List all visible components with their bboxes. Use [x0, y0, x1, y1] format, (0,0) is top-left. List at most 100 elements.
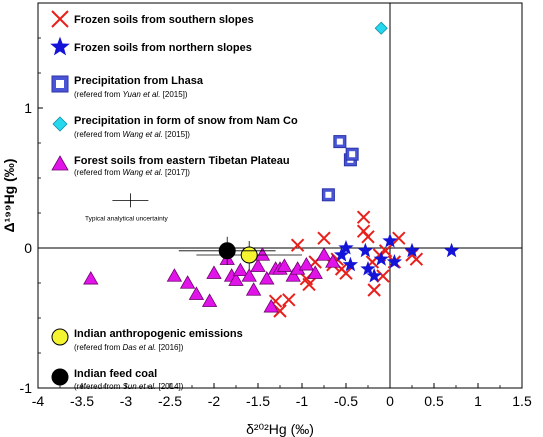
cross-stroke — [339, 266, 353, 280]
data-point — [254, 247, 271, 261]
legend-source: (refered from Wang et al. [2017]) — [74, 168, 190, 177]
data-point — [259, 270, 275, 285]
data-point — [374, 21, 388, 35]
data-point — [276, 258, 293, 272]
legend-label: Precipitation from Lhasa — [74, 75, 204, 87]
data-point — [201, 293, 218, 307]
data-point — [290, 238, 305, 252]
x-tick-label: 1.5 — [512, 393, 532, 409]
x-tick-label: -3.5 — [70, 393, 94, 409]
x-tick-label: 0 — [386, 393, 394, 409]
cross-stroke — [361, 230, 375, 244]
data-point — [228, 272, 244, 286]
data-point — [376, 269, 390, 283]
data-point — [307, 265, 323, 279]
series-4 — [83, 247, 341, 313]
data-point — [367, 283, 381, 297]
legend-entry-6: Indian feed coal (refered from Sun et al.… — [51, 368, 184, 391]
legend-entry-3: Precipitation in form of snow from Nam C… — [52, 115, 298, 139]
data-point — [179, 275, 196, 289]
cross-stroke — [409, 252, 424, 266]
data-point — [333, 135, 347, 149]
legend-entry-2: Precipitation from Lhasa (refered from Yu… — [51, 75, 204, 99]
square-inner — [56, 80, 64, 88]
cross-stroke — [392, 231, 406, 245]
data-point — [245, 282, 262, 296]
data-point — [366, 267, 382, 283]
legend-entry-1: Frozen soils from northern slopes — [50, 36, 252, 56]
legend: Frozen soils from southern slopes Frozen … — [50, 10, 298, 391]
legend-marker — [51, 155, 69, 171]
data-point — [285, 268, 301, 282]
data-point — [241, 268, 257, 282]
data-point — [302, 277, 316, 292]
y-tick-label: 0 — [24, 240, 32, 256]
cross-stroke — [302, 277, 316, 292]
data-point — [240, 246, 258, 264]
uncertainty-glyph: Typical analytical uncertainty — [85, 193, 169, 222]
data-point — [373, 251, 389, 266]
legend-label: Frozen soils from southern slopes — [74, 14, 254, 26]
legend-marker — [51, 10, 69, 28]
series-0 — [268, 210, 424, 318]
data-point — [188, 286, 205, 300]
square-inner — [325, 191, 332, 198]
x-tick-label: -3 — [120, 393, 133, 409]
legend-marker — [51, 75, 69, 93]
data-point — [356, 210, 371, 224]
data-point — [250, 258, 266, 272]
series-1 — [333, 232, 460, 283]
cross-stroke — [367, 283, 381, 297]
series-2 — [321, 135, 359, 202]
legend-source: (refered from Yuan et al. [2015]) — [74, 90, 188, 99]
y-axis-label: Δ¹⁹⁹Hg (‰) — [1, 159, 17, 233]
x-axis-label: δ²⁰²Hg (‰) — [246, 421, 314, 437]
x-tick-label: -2.5 — [158, 393, 182, 409]
legend-label: Forest soils from eastern Tibetan Platea… — [74, 155, 290, 167]
data-marks — [83, 21, 460, 318]
cross-stroke — [372, 248, 387, 262]
data-point — [282, 293, 296, 307]
data-point — [321, 188, 335, 202]
data-point — [360, 260, 376, 276]
data-point — [342, 256, 359, 272]
data-point — [361, 230, 375, 244]
cross-stroke — [356, 210, 371, 224]
legend-marker — [50, 36, 70, 56]
legend-source: (refered from Sun et al. [2014]) — [74, 382, 184, 391]
x-tick-label: -0.5 — [334, 393, 358, 409]
x-tick-label: -1 — [296, 393, 309, 409]
reference-lines — [38, 3, 522, 388]
legend-source: (refered from Das et al. [2016]) — [74, 343, 184, 352]
uncertainty-label: Typical analytical uncertainty — [85, 215, 168, 222]
data-point — [218, 242, 236, 260]
data-point — [443, 242, 460, 258]
data-point — [357, 242, 374, 258]
legend-source: (refered from Wang et al. [2015]) — [74, 130, 190, 139]
y-tick-label: -1 — [20, 380, 33, 396]
data-point — [206, 265, 222, 279]
series-3 — [374, 21, 388, 35]
square-inner — [349, 151, 356, 158]
square-inner — [336, 138, 343, 145]
axis-ticks: -4 -3.5 -3 -2.5 -2 -1.5 -1 -0.5 0 0.5 1 1.5 -1 0 1 — [20, 2, 532, 409]
data-point — [316, 247, 332, 261]
data-point — [338, 239, 354, 255]
data-point — [325, 254, 341, 268]
cross-stroke — [376, 269, 390, 283]
x-tick-label: -1.5 — [246, 393, 270, 409]
data-point — [404, 242, 420, 258]
data-point — [232, 262, 249, 277]
x-tick-label: 0.5 — [424, 393, 444, 409]
cross-stroke — [290, 238, 305, 252]
x-tick-label: 1 — [474, 393, 482, 409]
data-point — [339, 266, 353, 280]
legend-entry-4: Forest soils from eastern Tibetan Platea… — [51, 155, 290, 177]
cross-stroke — [282, 293, 296, 307]
legend-marker — [52, 116, 68, 132]
cross-stroke — [273, 304, 287, 318]
legend-entry-0: Frozen soils from southern slopes — [51, 10, 254, 28]
data-point — [382, 232, 398, 248]
legend-label: Indian feed coal — [74, 368, 157, 380]
